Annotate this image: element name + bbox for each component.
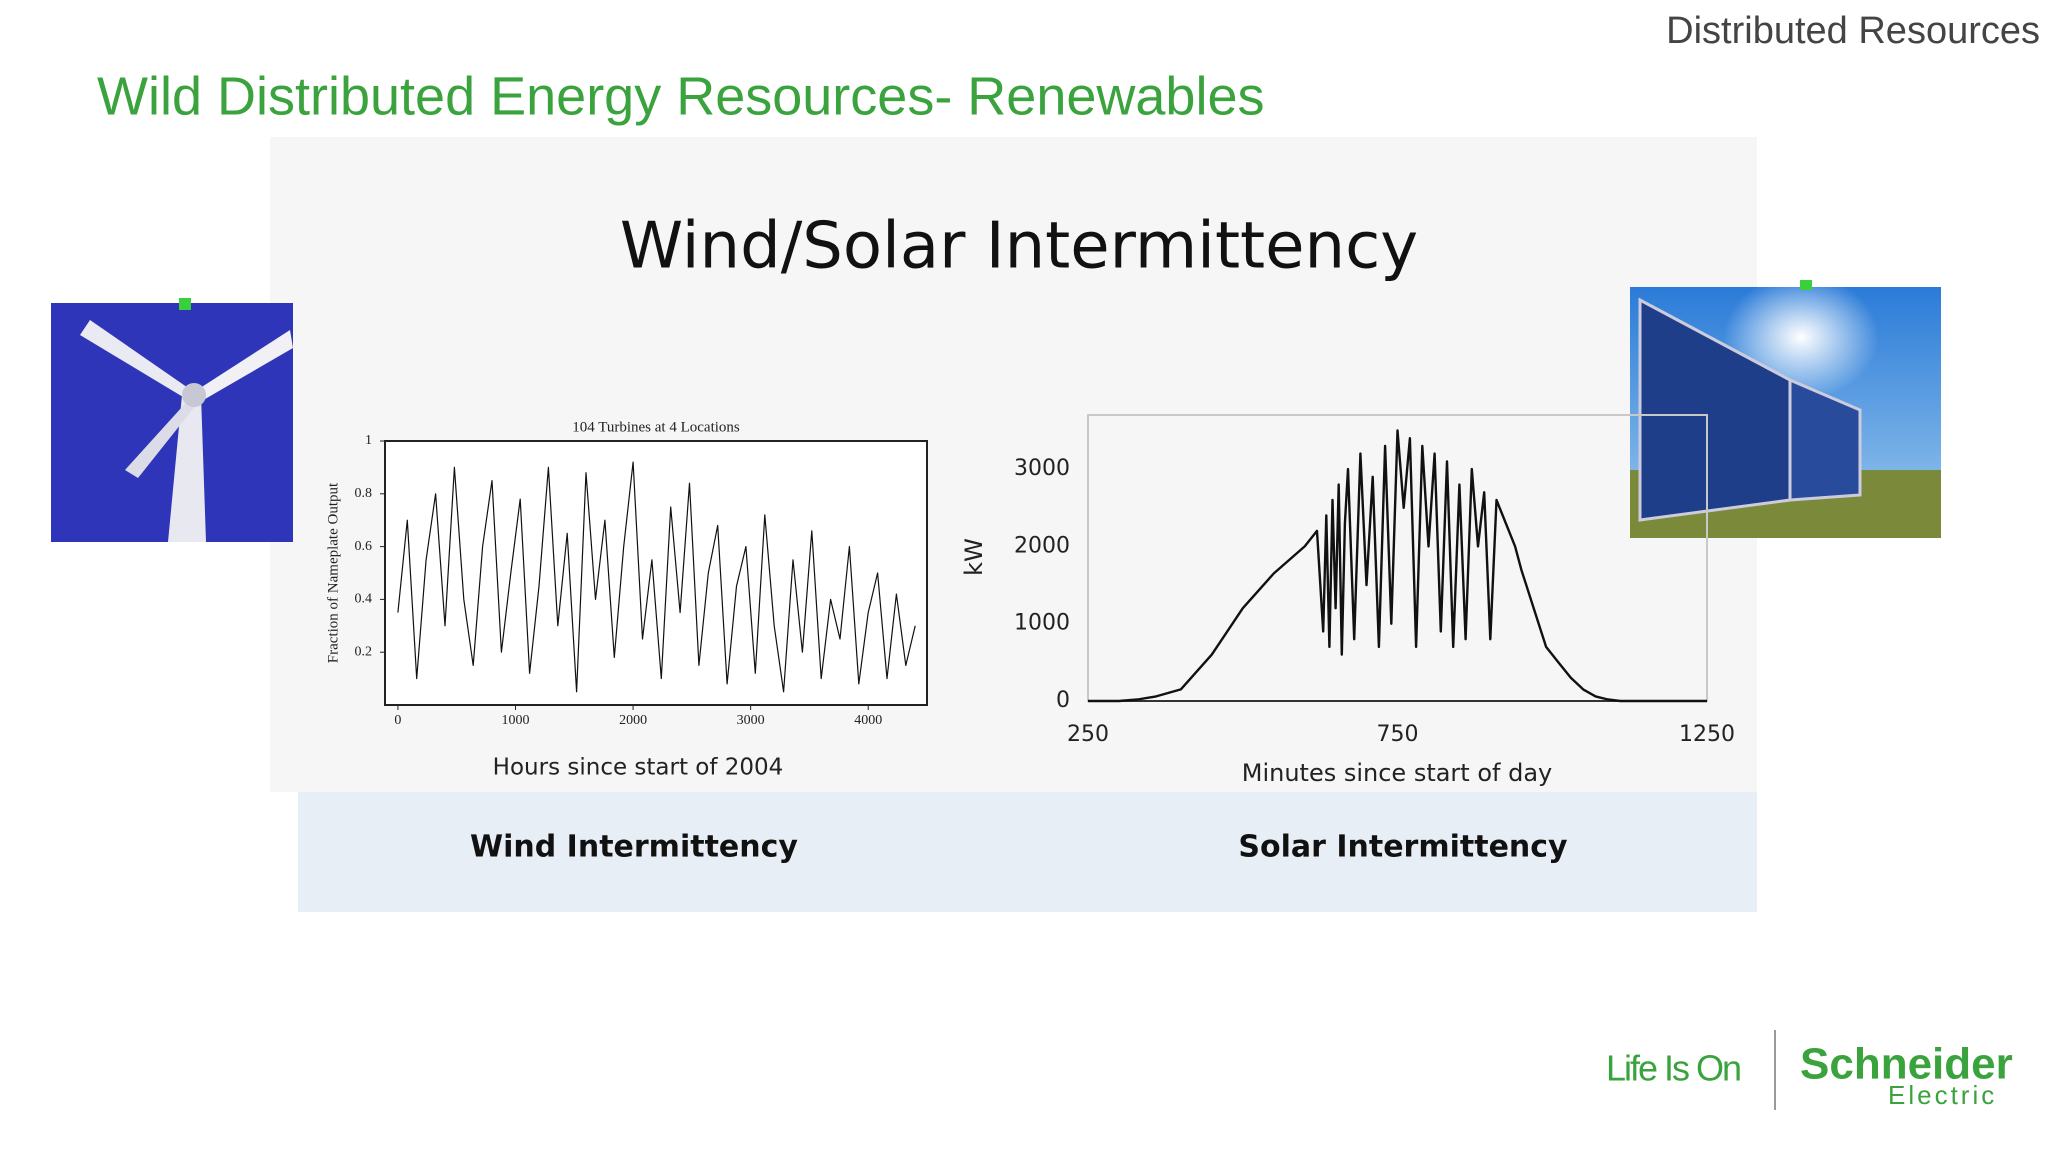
x-tick-label: 1250 xyxy=(1679,722,1735,747)
y-tick-label: 0 xyxy=(1056,688,1070,713)
y-tick-label: 0.6 xyxy=(355,539,373,554)
data-line xyxy=(1088,429,1707,703)
figure-title: Wind/Solar Intermittency xyxy=(620,210,1418,284)
chart-caption: Wind Intermittency xyxy=(470,830,798,865)
x-tick-label: 3000 xyxy=(737,713,765,728)
x-tick-label: 250 xyxy=(1067,722,1109,747)
tagline: Life Is On xyxy=(1606,1048,1740,1089)
y-axis-label: kW xyxy=(960,538,988,576)
y-tick-label: 1 xyxy=(365,433,372,448)
brand: Schneider xyxy=(1800,1040,2013,1089)
x-tick-label: 1000 xyxy=(502,713,530,728)
x-tick-label: 750 xyxy=(1377,722,1419,747)
y-tick-label: 0.2 xyxy=(355,644,373,659)
data-line xyxy=(397,461,916,693)
plot-frame xyxy=(384,440,928,706)
slide-title: Wild Distributed Energy Resources- Renew… xyxy=(97,66,1265,126)
chart-caption: Solar Intermittency xyxy=(1238,830,1568,865)
x-axis-label: Hours since start of 2004 xyxy=(493,755,784,781)
brand-sub: Electric xyxy=(1888,1080,1997,1110)
wind-turbine-image xyxy=(51,298,293,542)
x-axis-label: Minutes since start of day xyxy=(1242,759,1553,787)
y-tick-label: 3000 xyxy=(1014,456,1070,481)
x-tick-label: 2000 xyxy=(619,713,647,728)
solar-panel-image xyxy=(1630,280,1941,538)
x-tick-label: 0 xyxy=(394,713,401,728)
y-axis-label: Fraction of Nameplate Output xyxy=(325,482,341,663)
chart-title: 104 Turbines at 4 Locations xyxy=(572,419,740,435)
section-label: Distributed Resources xyxy=(1666,10,2040,52)
y-tick-label: 2000 xyxy=(1014,533,1070,558)
caption-band xyxy=(298,792,1757,912)
x-tick-label: 4000 xyxy=(854,713,882,728)
y-tick-label: 0.4 xyxy=(355,592,373,607)
y-tick-label: 1000 xyxy=(1014,611,1070,636)
y-tick-label: 0.8 xyxy=(355,486,373,501)
